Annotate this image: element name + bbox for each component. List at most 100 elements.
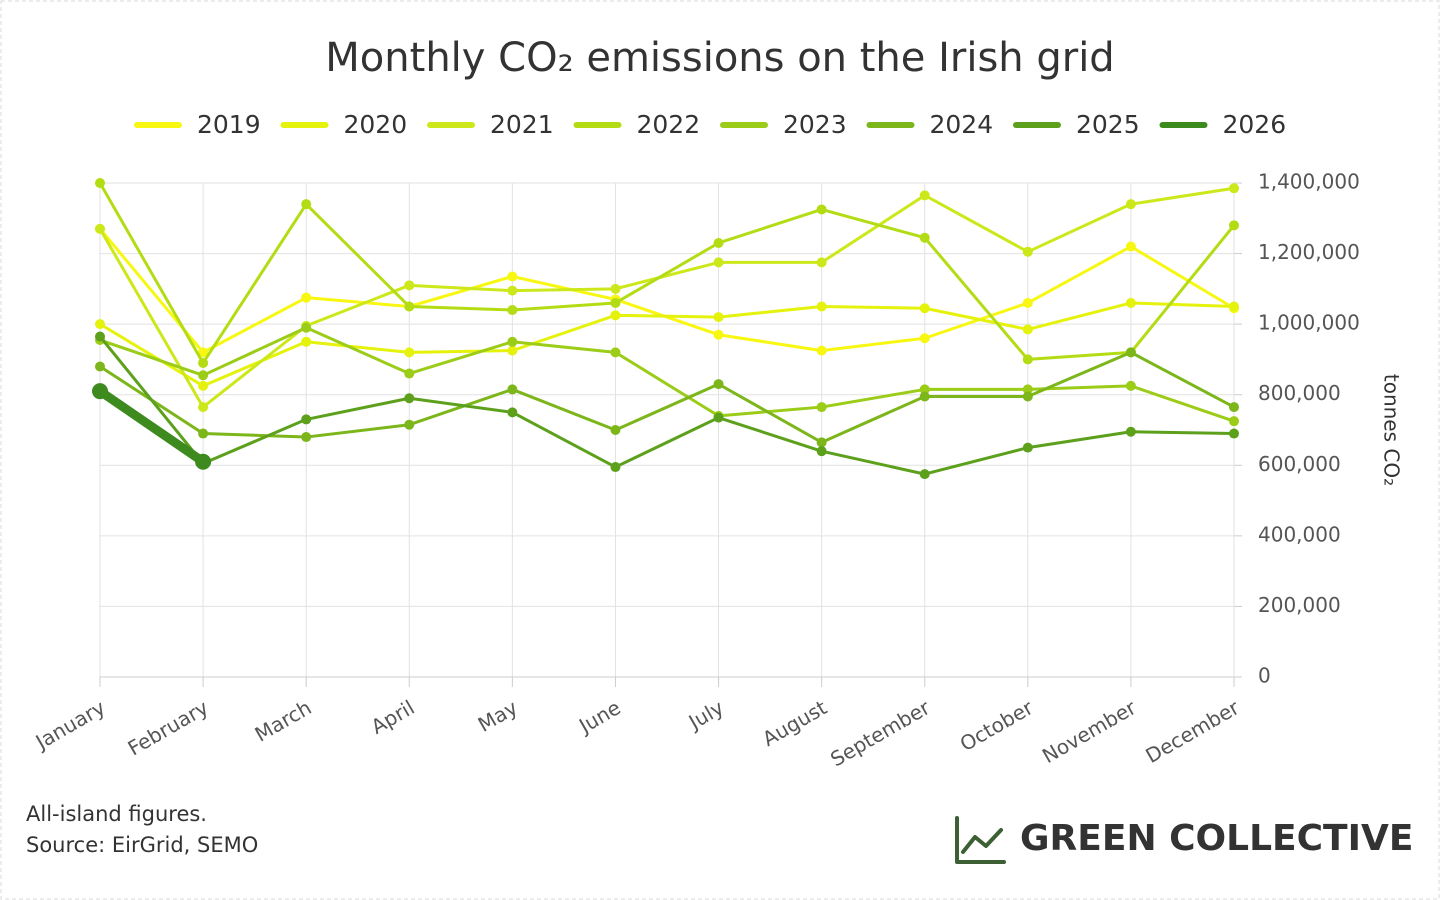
data-point (816, 402, 827, 413)
data-point (610, 425, 621, 435)
series (95, 331, 1239, 480)
data-point (95, 319, 105, 330)
data-point (404, 419, 415, 430)
data-point (1022, 354, 1033, 365)
legend-label: 2021 (490, 110, 554, 139)
data-point (301, 199, 312, 210)
y-axis-title: tonnes CO₂ (1380, 374, 1404, 486)
x-tick-label: November (1038, 695, 1141, 768)
data-point (95, 331, 105, 342)
x-tick-label: July (683, 695, 728, 735)
y-tick-label: 200,000 (1258, 593, 1341, 617)
data-point (919, 384, 930, 395)
data-point (198, 370, 209, 381)
data-point (713, 237, 724, 248)
data-point (198, 402, 209, 413)
series-line (98, 335, 1235, 476)
data-point (919, 333, 930, 344)
footnote: Source: EirGrid, SEMO (26, 833, 258, 857)
data-point (301, 336, 312, 347)
data-point (1125, 426, 1136, 437)
data-point (1229, 416, 1239, 427)
data-point (507, 336, 518, 347)
data-point (919, 232, 930, 243)
data-point (507, 271, 518, 282)
y-tick-label: 1,400,000 (1258, 170, 1360, 194)
data-point (816, 257, 827, 268)
data-point (404, 301, 415, 312)
data-point (198, 380, 209, 391)
x-tick-label: September (826, 695, 934, 771)
legend-label: 2025 (1076, 110, 1140, 139)
data-point (198, 347, 209, 358)
data-point (713, 412, 724, 423)
series (95, 322, 1239, 427)
data-point (507, 384, 518, 395)
data-point (610, 347, 621, 358)
x-tick-label: May (474, 695, 522, 737)
data-point (301, 292, 312, 303)
data-point (713, 312, 724, 323)
legend-label: 2020 (344, 110, 408, 139)
data-point (1022, 297, 1033, 308)
data-point (92, 383, 108, 400)
series-line (98, 186, 1235, 409)
data-point (95, 178, 105, 188)
legend-label: 2026 (1223, 110, 1287, 139)
data-point (1229, 301, 1239, 312)
series (95, 178, 1239, 368)
series (95, 223, 1239, 358)
data-point (1125, 347, 1136, 358)
data-point (95, 361, 105, 372)
y-tick-label: 400,000 (1258, 522, 1341, 546)
data-point (1022, 324, 1033, 335)
data-point (610, 310, 621, 321)
series (95, 183, 1239, 413)
y-tick-label: 1,200,000 (1258, 240, 1360, 264)
data-point (713, 329, 724, 340)
x-tick-label: October (956, 695, 1038, 756)
data-point (404, 393, 415, 404)
data-point (1022, 246, 1033, 257)
legend-label: 2023 (783, 110, 847, 139)
data-point (507, 305, 518, 316)
x-tick-label: February (124, 695, 213, 760)
data-point (610, 462, 621, 473)
x-tick-label: August (758, 695, 831, 751)
legend-label: 2022 (637, 110, 701, 139)
data-point (919, 469, 930, 480)
chart-title: Monthly CO₂ emissions on the Irish grid (325, 35, 1114, 81)
y-tick-label: 800,000 (1258, 381, 1341, 405)
series-line (98, 227, 1235, 354)
data-point (816, 345, 827, 356)
data-point (816, 437, 827, 448)
legend-label: 2024 (930, 110, 994, 139)
data-point (1229, 220, 1239, 231)
data-point (713, 379, 724, 390)
data-point (507, 345, 518, 356)
data-point (1022, 384, 1033, 395)
data-point (816, 446, 827, 457)
data-point (198, 428, 209, 439)
data-point (610, 283, 621, 294)
data-point (1229, 183, 1239, 194)
data-point (1022, 391, 1033, 402)
series-line (98, 182, 1236, 365)
data-point (301, 414, 312, 425)
series (95, 347, 1239, 448)
data-point (404, 347, 415, 358)
data-point (1125, 297, 1136, 308)
legend-label: 2019 (197, 110, 261, 139)
data-point (507, 285, 518, 296)
data-point (816, 301, 827, 312)
data-point (198, 357, 209, 368)
x-tick-label: January (30, 695, 110, 755)
x-tick-label: April (367, 695, 419, 739)
data-point (404, 368, 415, 379)
data-point (610, 297, 621, 308)
y-tick-label: 1,000,000 (1258, 311, 1360, 335)
data-point (301, 432, 312, 443)
series-line (97, 387, 206, 466)
